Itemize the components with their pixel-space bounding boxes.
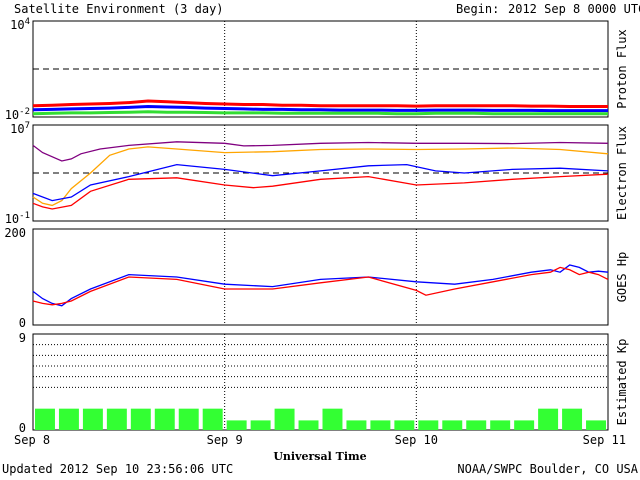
proton-panel: 104 10-2 Proton Flux xyxy=(5,17,629,122)
kp-ytick-label: 0 xyxy=(19,421,26,435)
x-tick-label: Sep 11 xyxy=(583,433,626,447)
electron-frame xyxy=(32,124,609,222)
kp-bar xyxy=(130,408,151,430)
kp-bar xyxy=(58,408,79,430)
x-tick-label: Sep 8 xyxy=(14,433,50,447)
kp-bar xyxy=(82,408,103,430)
hp-series-blue xyxy=(32,264,609,307)
x-axis-label: Universal Time xyxy=(273,450,366,463)
proton-ytick-label: 10-2 xyxy=(5,107,30,122)
x-tick-label: Sep 9 xyxy=(207,433,243,447)
hp-ylabel: GOES Hp xyxy=(615,252,629,303)
electron-series-orange xyxy=(32,146,609,207)
kp-bar xyxy=(274,408,295,430)
kp-bar xyxy=(490,420,511,430)
proton-ylabel: Proton Flux xyxy=(615,29,629,108)
footer-updated: Updated 2012 Sep 10 23:56:06 UTC xyxy=(2,462,233,476)
hp-series-red xyxy=(32,266,609,306)
kp-bar xyxy=(178,408,199,430)
kp-bar xyxy=(586,420,606,430)
electron-panel: 107 10-1 Electron Flux xyxy=(5,121,629,226)
kp-bar xyxy=(202,408,223,430)
kp-bar xyxy=(106,408,127,430)
electron-ytick-label: 107 xyxy=(10,121,30,136)
kp-bar xyxy=(442,420,463,430)
proton-ytick-label: 104 xyxy=(10,17,30,32)
kp-bar xyxy=(298,420,319,430)
proton-series-green xyxy=(32,110,608,116)
hp-ytick-label: 0 xyxy=(19,316,26,330)
hp-panel: 200 0 GOES Hp xyxy=(4,226,629,330)
x-axis: Sep 8 Sep 9 Sep 10 Sep 11 xyxy=(14,433,626,447)
kp-bar xyxy=(322,408,343,430)
begin-value: 2012 Sep 8 0000 UTC xyxy=(508,2,640,16)
kp-bar xyxy=(466,420,487,430)
kp-bar xyxy=(418,420,439,430)
electron-series-red xyxy=(32,173,609,210)
electron-ytick-label: 10-1 xyxy=(5,211,30,226)
kp-bar xyxy=(346,420,367,430)
hp-frame xyxy=(32,228,609,326)
kp-bar xyxy=(154,408,175,430)
footer-credit: NOAA/SWPC Boulder, CO USA xyxy=(457,462,638,476)
kp-ytick-label: 9 xyxy=(19,331,26,345)
hp-ytick-label: 200 xyxy=(4,226,26,240)
electron-series-purple xyxy=(32,141,609,162)
chart-panels: 104 10-2 Proton Flux 107 10-1 Electron Flux 20… xyxy=(4,17,629,435)
chart-title: Satellite Environment (3 day) xyxy=(14,2,224,16)
kp-panel: 9 0 Estimated Kp xyxy=(19,331,629,435)
kp-bar xyxy=(562,408,583,430)
proton-series-red xyxy=(32,99,608,108)
kp-bar xyxy=(250,420,271,430)
kp-bar xyxy=(370,420,391,430)
electron-ylabel: Electron Flux xyxy=(615,126,629,220)
proton-series-blue xyxy=(32,104,608,113)
kp-bar xyxy=(394,420,415,430)
begin-label: Begin: xyxy=(456,2,499,16)
kp-bar xyxy=(538,408,559,430)
kp-ylabel: Estimated Kp xyxy=(615,339,629,426)
electron-series-blue xyxy=(32,163,609,202)
kp-frame xyxy=(32,333,609,431)
kp-bar xyxy=(226,420,247,430)
kp-bar xyxy=(514,420,535,430)
x-tick-label: Sep 10 xyxy=(395,433,438,447)
kp-bar xyxy=(35,408,55,430)
